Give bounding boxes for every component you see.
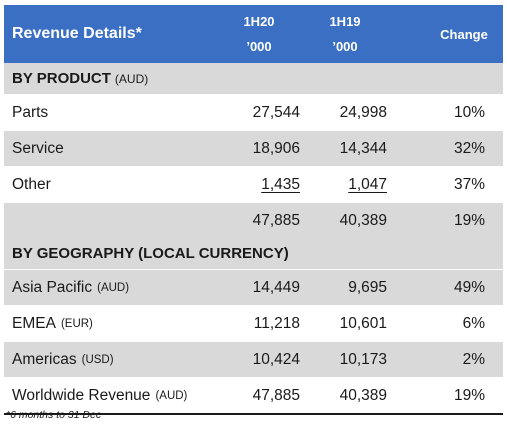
- table-row-service: Service 18,906 14,344 32%: [4, 130, 503, 166]
- row-unit: (AUD): [155, 389, 188, 402]
- value-1h20: 11,218: [253, 314, 300, 332]
- row-label-group: Worldwide Revenue (AUD): [12, 378, 187, 413]
- row-label: Asia Pacific: [12, 278, 93, 296]
- value-change: 2%: [462, 350, 485, 368]
- value-1h19: 14,344: [339, 139, 387, 157]
- row-label: Parts: [12, 103, 49, 121]
- section-by-product: BY PRODUCT (AUD): [4, 63, 503, 94]
- section-title: BY PRODUCT: [12, 70, 111, 87]
- table-row-asia-pacific: Asia Pacific (AUD) 14,449 9,695 49%: [4, 269, 503, 305]
- section-by-geography: BY GEOGRAPHY (LOCAL CURRENCY): [4, 238, 503, 269]
- value-1h20: 27,544: [252, 103, 300, 121]
- value-change: 19%: [453, 386, 485, 404]
- column-header-1h20: 1H20 ’000: [219, 5, 299, 63]
- value-1h19: 1,047: [348, 175, 387, 193]
- row-unit: (EUR): [60, 317, 93, 330]
- table-title: Revenue Details*: [12, 25, 142, 42]
- value-1h20: 14,449: [252, 278, 300, 296]
- table-row-parts: Parts 27,544 24,998 10%: [4, 94, 503, 130]
- value-1h19: 40,389: [339, 386, 387, 404]
- footnote: *6 months to 31 Dec: [6, 409, 102, 421]
- row-label-group: Americas (USD): [12, 342, 114, 377]
- value-1h19: 10,601: [339, 314, 387, 332]
- column-header-change: Change: [426, 5, 502, 63]
- column-header-change-label: Change: [440, 26, 488, 42]
- table-row-worldwide-revenue: Worldwide Revenue (AUD) 47,885 40,389 19…: [4, 377, 503, 415]
- section-title: BY GEOGRAPHY (LOCAL CURRENCY): [12, 245, 289, 262]
- value-1h19: 10,173: [339, 350, 387, 368]
- value-change: 10%: [453, 103, 485, 121]
- value-1h20: 1,435: [261, 175, 300, 193]
- section-label: BY PRODUCT (AUD): [12, 63, 148, 94]
- value-change: 32%: [453, 139, 485, 157]
- section-unit: (AUD): [114, 71, 149, 86]
- table-row-product-total: 47,885 40,389 19%: [4, 202, 503, 238]
- row-label: Other: [12, 175, 51, 193]
- value-1h20: 18,906: [252, 139, 300, 157]
- total-1h19: 40,389: [339, 211, 387, 229]
- row-label: Americas: [12, 350, 77, 368]
- row-unit: (USD): [81, 353, 114, 366]
- column-header-1h19: 1H19 ’000: [305, 5, 385, 63]
- value-1h19: 9,695: [348, 278, 387, 296]
- value-1h20: 47,885: [252, 386, 300, 404]
- value-1h20: 10,424: [252, 350, 300, 368]
- row-label: EMEA: [12, 314, 56, 332]
- column-header-1h19-period: 1H19: [329, 14, 361, 29]
- row-unit: (AUD): [97, 281, 130, 294]
- total-1h20: 47,885: [252, 211, 300, 229]
- table-row-emea: EMEA (EUR) 11,218 10,601 6%: [4, 305, 503, 341]
- table-row-americas: Americas (USD) 10,424 10,173 2%: [4, 341, 503, 377]
- table-row-other: Other 1,435 1,047 37%: [4, 166, 503, 202]
- row-label-group: EMEA (EUR): [12, 306, 93, 341]
- value-1h19: 24,998: [339, 103, 387, 121]
- total-change: 19%: [453, 211, 485, 229]
- value-change: 37%: [453, 175, 485, 193]
- revenue-details-table: Revenue Details* 1H20 ’000 1H19 ’000 Cha…: [4, 5, 503, 415]
- column-header-1h20-period: 1H20: [243, 14, 275, 29]
- column-header-1h19-unit: ’000: [332, 39, 358, 54]
- row-label-group: Asia Pacific (AUD): [12, 270, 129, 305]
- row-label: Worldwide Revenue: [12, 386, 151, 404]
- value-change: 49%: [453, 278, 485, 296]
- column-header-1h20-unit: ’000: [246, 39, 272, 54]
- value-change: 6%: [462, 314, 485, 332]
- row-label: Service: [12, 139, 64, 157]
- table-header: Revenue Details* 1H20 ’000 1H19 ’000 Cha…: [4, 5, 503, 63]
